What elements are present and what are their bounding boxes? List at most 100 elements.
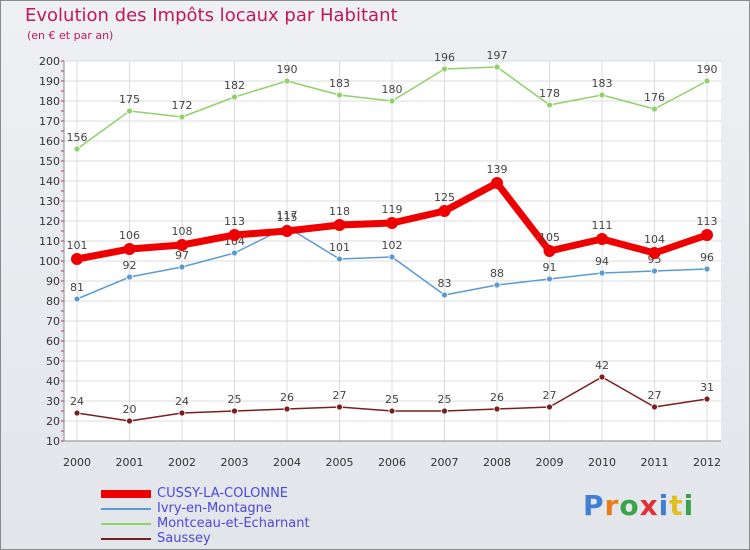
data-point — [491, 177, 503, 189]
data-label: 176 — [644, 91, 665, 104]
data-label: 125 — [434, 191, 455, 204]
data-point — [543, 245, 556, 257]
legend-label: CUSSY-LA-COLONNE — [157, 486, 289, 501]
data-label: 197 — [487, 49, 508, 62]
data-label: 139 — [487, 163, 508, 176]
y-tick-label: 20 — [46, 415, 60, 428]
line-chart: 10 20 30 40 50 60 70 80 90 100 110 120 130 140 150 160 1… — [39, 49, 721, 469]
y-tick-label: 80 — [46, 295, 60, 308]
x-tick-label: 2007 — [431, 456, 459, 469]
proxiti-logo: Proxiti — [583, 489, 695, 522]
y-tick-label: 180 — [39, 95, 60, 108]
data-label: 24 — [70, 395, 84, 408]
chart-subtitle: (en € et par an) — [27, 29, 114, 42]
legend-item: Ivry-en-Montagne — [101, 501, 310, 516]
data-label: 94 — [595, 255, 609, 268]
data-point — [231, 93, 238, 101]
data-point — [178, 263, 186, 271]
data-label: 175 — [119, 93, 140, 106]
data-label: 182 — [224, 79, 245, 92]
y-tick-label: 140 — [39, 175, 60, 188]
y-tick-label: 110 — [39, 235, 60, 248]
x-tick-label: 2010 — [588, 456, 616, 469]
data-label: 24 — [175, 395, 189, 408]
data-point — [598, 91, 606, 99]
y-tick-label: 90 — [46, 275, 60, 288]
data-point — [703, 77, 711, 85]
legend-swatch — [101, 537, 151, 540]
data-label: 108 — [172, 225, 193, 238]
data-point — [336, 255, 343, 263]
legend-swatch — [101, 507, 151, 510]
data-point — [648, 247, 661, 259]
y-tick-label: 190 — [39, 75, 60, 88]
data-label: 42 — [595, 359, 609, 372]
data-label: 25 — [438, 393, 452, 406]
chart-title: Evolution des Impôts locaux par Habitant — [25, 5, 398, 26]
data-point — [336, 91, 343, 99]
legend-item: Saussey — [101, 531, 310, 546]
data-label: 96 — [700, 251, 714, 264]
y-tick-label: 30 — [46, 395, 60, 408]
data-label: 26 — [280, 391, 294, 404]
data-label: 190 — [277, 63, 298, 76]
data-label: 83 — [438, 277, 452, 290]
data-label: 31 — [700, 381, 714, 394]
data-point — [281, 225, 293, 237]
x-tick-label: 2011 — [641, 456, 669, 469]
y-tick-label: 150 — [39, 155, 60, 168]
data-point — [388, 407, 396, 415]
data-point — [493, 405, 501, 413]
data-point — [493, 281, 501, 289]
y-tick-label: 200 — [39, 55, 60, 68]
data-point — [546, 275, 553, 283]
data-point — [651, 403, 658, 411]
data-label: 183 — [329, 77, 350, 90]
data-label: 88 — [490, 267, 504, 280]
data-point — [598, 269, 606, 277]
data-point — [176, 239, 188, 251]
data-point — [701, 229, 713, 241]
legend-label: Saussey — [157, 531, 211, 546]
data-point — [493, 63, 501, 71]
data-point — [126, 273, 133, 281]
data-label: 105 — [539, 231, 560, 244]
data-point — [546, 403, 553, 411]
data-label: 106 — [119, 229, 140, 242]
x-tick-label: 2006 — [378, 456, 406, 469]
data-label: 119 — [382, 203, 403, 216]
data-point — [651, 105, 658, 113]
data-label: 27 — [648, 389, 662, 402]
y-tick-label: 120 — [39, 215, 60, 228]
x-tick-label: 2008 — [483, 456, 511, 469]
data-point — [438, 205, 451, 217]
data-label: 196 — [434, 51, 455, 64]
y-tick-label: 60 — [46, 335, 60, 348]
data-point — [228, 229, 241, 241]
y-tick-label: 160 — [39, 135, 60, 148]
x-tick-label: 2005 — [326, 456, 354, 469]
data-point — [388, 253, 396, 261]
x-tick-label: 2012 — [693, 456, 721, 469]
data-label: 91 — [543, 261, 557, 274]
legend-label: Montceau-et-Echarnant — [157, 516, 310, 531]
data-point — [71, 253, 83, 265]
data-label: 113 — [224, 215, 245, 228]
data-point — [231, 407, 238, 415]
data-point — [126, 107, 133, 115]
data-label: 156 — [67, 131, 88, 144]
data-label: 97 — [175, 249, 189, 262]
data-label: 25 — [228, 393, 242, 406]
data-point — [336, 403, 343, 411]
data-label: 101 — [329, 241, 350, 254]
y-tick-label: 100 — [39, 255, 60, 268]
data-point — [73, 145, 81, 153]
data-label: 26 — [490, 391, 504, 404]
data-point — [596, 233, 608, 245]
data-point — [598, 373, 606, 381]
chart-legend: CUSSY-LA-COLONNE Ivry-en-Montagne Montceau… — [101, 486, 310, 546]
data-point — [703, 265, 711, 273]
data-point — [651, 267, 658, 275]
y-tick-label: 10 — [46, 435, 60, 448]
data-label: 115 — [277, 211, 298, 224]
